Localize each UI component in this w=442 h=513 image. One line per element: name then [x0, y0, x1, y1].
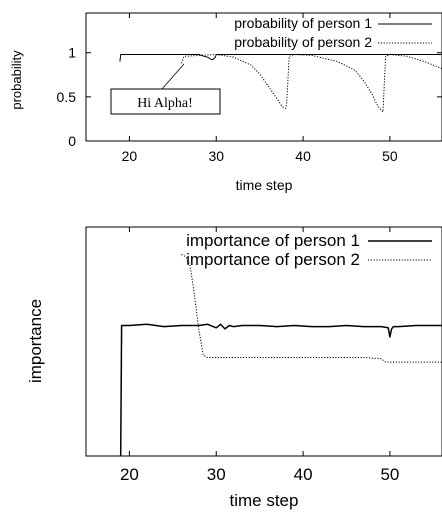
legend-top: probability of person 1 probability of p… — [234, 15, 432, 50]
annotation-text: Hi Alpha! — [137, 96, 193, 111]
legend-label-person-2-top: probability of person 2 — [234, 34, 372, 50]
plot-frame-bottom — [85, 226, 442, 457]
annotation-pointer — [161, 63, 185, 90]
series-line-person-1-top — [119, 54, 442, 62]
x-tick-label-bottom: 30 — [207, 465, 226, 484]
x-tick-label-bottom: 40 — [294, 465, 313, 484]
x-tick-label-top: 20 — [122, 148, 138, 164]
tick-marks-bottom — [128, 227, 391, 456]
y-tick-label-top: 1 — [68, 45, 76, 61]
x-tick-label-bottom: 50 — [380, 465, 399, 484]
chart-bottom: 20 30 40 50 time step importance importance… — [26, 226, 442, 510]
y-axis-label-bottom: importance — [26, 299, 45, 383]
y-tick-label-top: 0 — [68, 133, 76, 149]
y-tick-label-top: 0.5 — [57, 89, 77, 105]
annotation-callout: Hi Alpha! — [110, 63, 221, 115]
x-axis-label-bottom: time step — [230, 491, 299, 510]
x-tick-label-top: 50 — [382, 148, 398, 164]
plot-frame-top — [85, 12, 442, 142]
x-tick-labels-top: 20 30 40 50 — [122, 148, 398, 164]
y-tick-labels-top: 00.51 — [57, 45, 77, 149]
x-tick-labels-bottom: 20 30 40 50 — [120, 465, 399, 484]
legend-label-person-1-bottom: importance of person 1 — [186, 231, 360, 250]
x-tick-label-top: 30 — [208, 148, 224, 164]
series-group-bottom — [119, 254, 442, 457]
x-tick-label-top: 40 — [295, 148, 311, 164]
tick-marks-top — [86, 13, 442, 142]
x-axis-label-top: time step — [236, 177, 293, 193]
chart-top: 20 30 40 50 00.51 time step probability pro… — [9, 12, 442, 193]
y-axis-label-top: probability — [9, 50, 24, 110]
annotation-box — [110, 88, 221, 115]
x-tick-label-bottom: 20 — [120, 465, 139, 484]
legend-label-person-2-bottom: importance of person 2 — [186, 250, 360, 269]
legend-label-person-1-top: probability of person 1 — [234, 15, 372, 31]
series-group-top — [119, 54, 442, 113]
series-line-person-2-top — [181, 54, 442, 113]
legend-bottom: importance of person 1 importance of per… — [186, 231, 432, 269]
series-line-person-1-bottom — [119, 323, 442, 457]
series-line-person-2-bottom — [181, 254, 442, 363]
